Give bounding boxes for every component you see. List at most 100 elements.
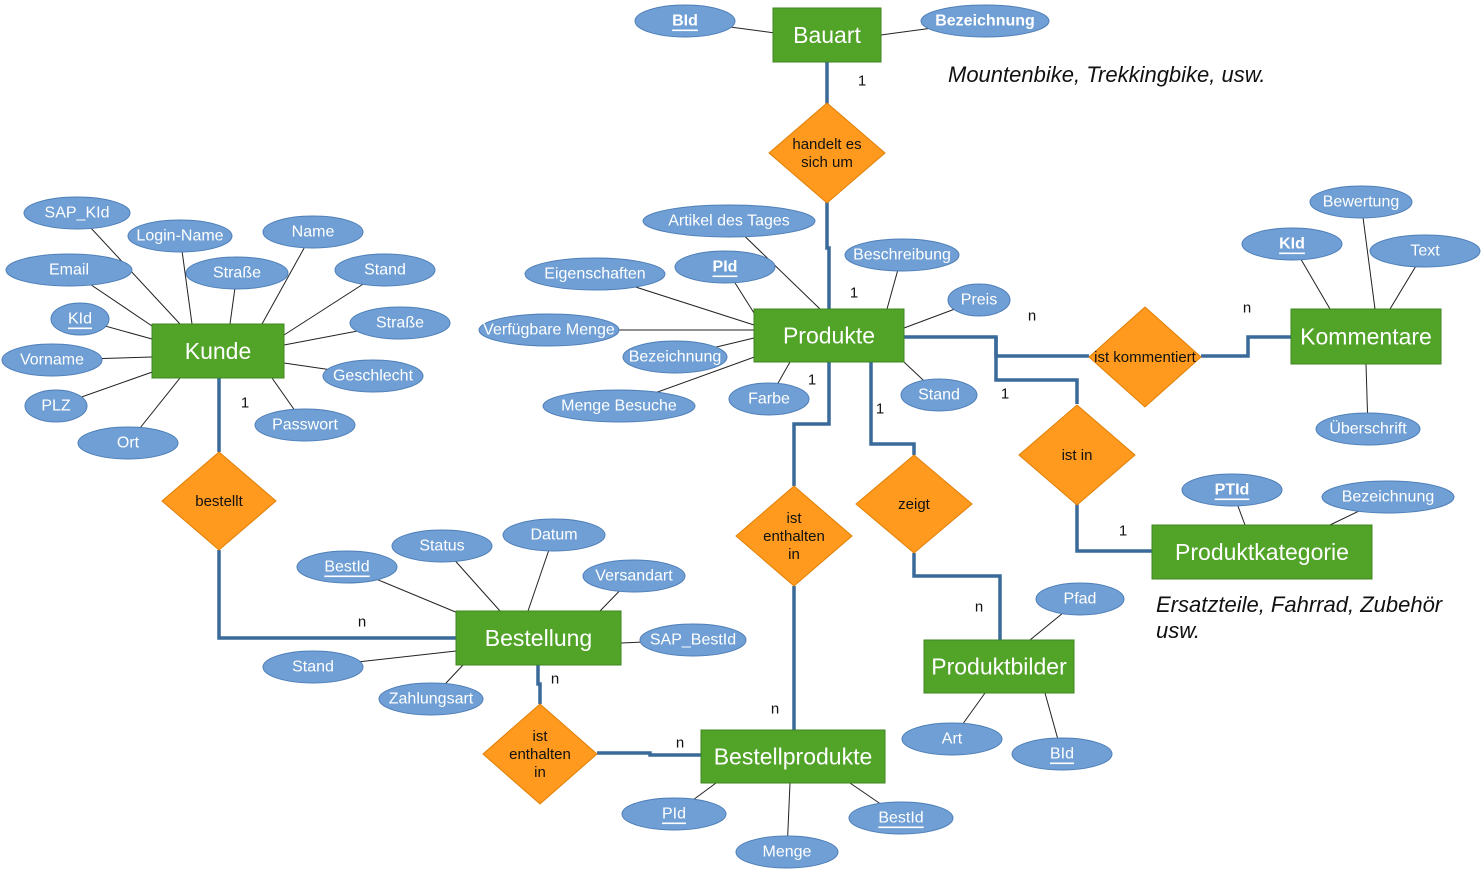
entities: Bauart Kunde Produkte Kommentare Produktkate… (151, 7, 1442, 784)
cardinality: 1 (1001, 386, 1009, 403)
cardinality: n (1243, 300, 1251, 317)
relationship-enthalten-produkte-label: ist enthalten in (763, 510, 825, 563)
notes: Mountenbike, Trekkingbike, usw. Ersatzte… (948, 62, 1444, 643)
attr-kunde-sap-kid (23, 196, 131, 230)
attr-bestellprodukte-menge-label: Menge (763, 844, 812, 861)
relationship-kommentiert-label: ist kommentiert (1094, 349, 1197, 366)
attr-produkte-eigenschaften (524, 257, 666, 291)
attr-produkte-stand-label: Stand (918, 387, 960, 404)
attr-kunde-stand (334, 253, 436, 287)
entity-kommentare-label: Kommentare (1300, 324, 1432, 350)
relationship-bestellt (161, 451, 277, 551)
relationship-enthalten-produkte (735, 485, 853, 587)
attr-bestellung-versandart-label: Versandart (595, 568, 673, 585)
attributes: BId Bezeichnung SAP_KId Login-Name Name Email… (1, 4, 1481, 869)
attribute-connectors (51, 20, 1426, 853)
attr-produkte-menge-besuche-label: Menge Besuche (561, 398, 677, 415)
attr-kunde-email (5, 253, 133, 287)
relationship-handelt-label: handelt es sich um (792, 136, 861, 171)
attr-produktkategorie-ptid-label: PTId (1215, 482, 1250, 499)
attr-produkte-farbe-label: Farbe (748, 391, 790, 408)
connector-bestellt-bestellung (217, 550, 456, 640)
attr-bestellprodukte-menge (735, 835, 839, 869)
attr-kunde-plz (24, 389, 88, 423)
relationship-handelt (768, 102, 886, 204)
attr-bauart-bezeichnung (920, 4, 1050, 38)
attr-produkte-verfügbare-menge (478, 313, 620, 347)
relationships: handelt es sich um bestellt ist kommentiert… (161, 102, 1202, 805)
attr-kommentare-bewertung-line (1360, 201, 1376, 310)
attr-bestellprodukte-bestid-label: BestId (878, 810, 923, 827)
attr-kunde-straße (349, 306, 451, 340)
attr-bestellung-zahlungsart-label: Zahlungsart (389, 691, 474, 708)
connector-bestellung-enthalten (536, 665, 542, 704)
attr-bestellprodukte-bestid (848, 801, 954, 835)
connector-kommentiert-kommentare (1201, 335, 1291, 358)
attr-produkte-preis-label: Preis (961, 292, 997, 309)
attr-kunde-geschlecht-label: Geschlecht (333, 368, 414, 385)
relationship-zeigt (855, 454, 973, 554)
attr-kunde-plz-label: PLZ (41, 398, 71, 415)
attr-produkte-farbe (728, 382, 810, 416)
cardinality: n (358, 614, 366, 631)
attr-bestellung-datum-label: Datum (530, 527, 577, 544)
attr-kunde-ort-label: Ort (117, 435, 140, 452)
attr-kunde-passwort-label: Passwort (272, 417, 338, 434)
attr-bestellung-stand-label: Stand (292, 659, 334, 676)
attr-bestellung-sap-bestid-label: SAP_BestId (650, 632, 736, 649)
attr-bestellung-datum (502, 518, 606, 552)
attr-kommentare-kid (1241, 227, 1343, 261)
attr-bestellung-stand (262, 650, 364, 684)
entity-kunde (151, 323, 285, 379)
entity-bestellprodukte (700, 729, 886, 784)
connector-produkte-zeigt (869, 362, 916, 455)
attr-produkte-menge-besuche (542, 389, 696, 423)
entity-produktkategorie (1151, 524, 1373, 580)
attr-produkte-artikel-des-tages-label: Artikel des Tages (668, 213, 790, 230)
attr-produktbilder-bid-label: BId (1050, 746, 1074, 763)
cardinality: 1 (858, 73, 866, 90)
attr-bestellung-bestid (296, 550, 398, 584)
attr-kunde-kid-label: KId (68, 311, 92, 328)
attr-kunde-login-name (127, 219, 233, 253)
relationship-zeigt-label: zeigt (898, 496, 931, 513)
attr-kommentare-kid-label: KId (1279, 236, 1305, 253)
attr-kunde-stand-label: Stand (364, 262, 406, 279)
connector-produkte-enthalten (792, 362, 831, 486)
entity-bestellprodukte-label: Bestellprodukte (714, 744, 873, 770)
attr-bestellung-versandart (582, 559, 686, 593)
attr-bestellprodukte-pid (621, 797, 727, 831)
attr-produkte-beschreibung (844, 238, 960, 272)
entity-produktkategorie-label: Produktkategorie (1175, 539, 1349, 565)
attr-kunde-straße (185, 256, 289, 290)
attr-bauart-bezeichnung-label: Bezeichnung (935, 13, 1035, 30)
attr-produktbilder-pfad-label: Pfad (1064, 591, 1097, 608)
cardinality: n (1028, 308, 1036, 325)
attr-bestellung-sap-bestid (639, 623, 747, 657)
attr-kunde-kid (50, 302, 110, 336)
entity-produkte (753, 308, 905, 363)
attr-kommentare-bewertung-label: Bewertung (1323, 194, 1400, 211)
attr-produkte-artikel-des-tages (642, 204, 816, 238)
attr-bestellprodukte-pid-label: PId (662, 806, 686, 823)
relationship-enthalten-bestellung (482, 703, 598, 805)
attr-kunde-vorname-label: Vorname (20, 352, 84, 369)
attr-produktbilder-art-label: Art (942, 731, 963, 748)
connector-enthalten-bestellprodukte2 (597, 751, 701, 757)
relationship-enthalten-bestellung-label: ist enthalten in (509, 728, 571, 781)
cardinalities: 1 1 n 1 n n 1 1 1 n 1 n n n (241, 73, 1251, 752)
entity-produktbilder-label: Produktbilder (931, 654, 1067, 680)
connector-handelt-produkte (825, 202, 831, 309)
attr-produkte-verfügbare-menge-label: Verfügbare Menge (483, 322, 615, 339)
note-produktkategorie-line2: usw. (1156, 618, 1200, 643)
attr-produktbilder-art (901, 722, 1003, 756)
attr-kunde-straße-label: Straße (376, 315, 424, 332)
entity-bauart-label: Bauart (793, 22, 861, 48)
attr-produktbilder-pfad (1035, 582, 1125, 616)
cardinality: n (975, 599, 983, 616)
entity-produkte-label: Produkte (783, 323, 875, 349)
attr-kunde-email-label: Email (49, 262, 89, 279)
entity-bauart (772, 7, 882, 63)
attr-produkte-beschreibung-label: Beschreibung (853, 247, 951, 264)
